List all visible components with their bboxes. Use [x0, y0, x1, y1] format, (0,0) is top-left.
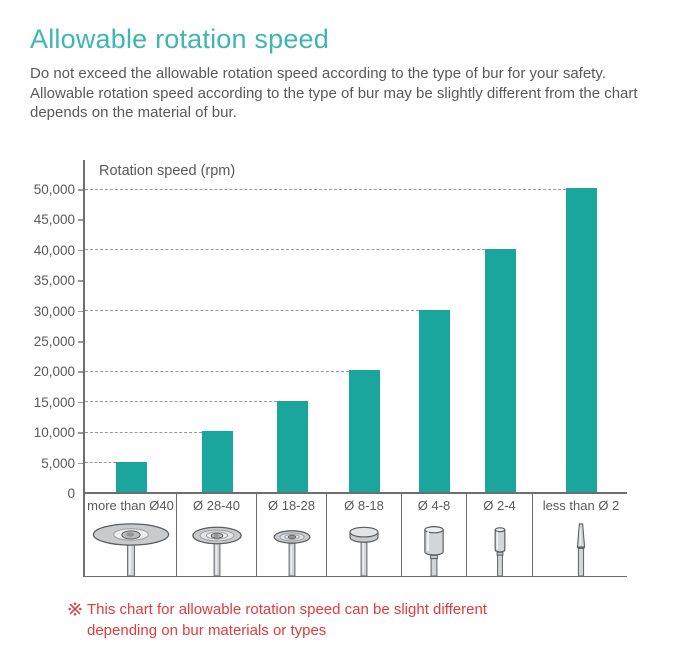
- y-tick-50000: [78, 189, 83, 191]
- gridline-50000: [85, 188, 566, 190]
- y-axis-title: Rotation speed (rpm): [99, 163, 236, 179]
- y-tick-45000: [78, 219, 83, 221]
- category-cell-less-than-o-2: less than Ø 2: [533, 494, 629, 576]
- x-axis-category-band: more than Ø40 Ø 28-40 Ø 18-28 Ø 8-18 Ø 4…: [83, 494, 627, 577]
- disc-medium-bur-icon: [191, 526, 242, 576]
- cylinder-bur-icon: [424, 526, 444, 576]
- y-tick-5000: [78, 462, 83, 465]
- category-label-o-28-40: Ø 28-40: [193, 498, 240, 513]
- y-tick-25000: [78, 341, 83, 343]
- category-label-o-2-4: Ø 2-4: [483, 498, 516, 513]
- y-tick-label-25000: 25,000: [33, 334, 75, 349]
- category-label-o-8-18: Ø 8-18: [344, 498, 384, 513]
- y-tick-15000: [78, 401, 83, 404]
- y-tick-label-35000: 35,000: [33, 273, 75, 289]
- cylinder-small-bur-icon: [494, 527, 505, 576]
- y-tick-label-10000: 10,000: [33, 425, 75, 441]
- bar-o-2-4: [484, 248, 516, 492]
- y-tick-label-15000: 15,000: [33, 394, 75, 410]
- category-label-o-18-28: Ø 18-28: [268, 498, 315, 513]
- gridline-10000: [85, 431, 202, 433]
- page-description: Do not exceed the allowable rotation spe…: [30, 65, 638, 121]
- gridline-15000: [85, 401, 277, 403]
- footnote-text: This chart for allowable rotation speed …: [87, 601, 487, 639]
- plot-area: Rotation speed (rpm): [78, 160, 627, 494]
- bar-more-than-o40: [115, 461, 147, 492]
- category-cell-o-8-18: Ø 8-18: [327, 494, 402, 576]
- bar-o-8-18: [349, 370, 380, 492]
- bar-o-4-8: [419, 309, 450, 492]
- y-tick-label-20000: 20,000: [33, 364, 75, 380]
- y-tick-label-40000: 40,000: [33, 242, 75, 258]
- gridline-40000: [85, 249, 485, 251]
- wheel-bur-icon: [349, 526, 379, 576]
- category-label-o-4-8: Ø 4-8: [417, 498, 451, 513]
- y-tick-label-30000: 30,000: [33, 303, 75, 319]
- gridline-30000: [85, 310, 419, 312]
- y-tick-label-45000: 45,000: [33, 212, 75, 228]
- y-tick-40000: [78, 249, 83, 252]
- rotation-speed-chart: Rotation speed (rpm) 0 5,000 10,000 15,000 2…: [0, 150, 700, 580]
- category-cell-o-18-28: Ø 18-28: [257, 494, 327, 576]
- y-tick-label-0: 0: [67, 486, 75, 501]
- bar-o-28-40: [201, 431, 233, 492]
- category-cell-more-than-o40: more than Ø40: [85, 494, 177, 576]
- bar-o-18-28: [276, 400, 308, 492]
- category-cell-o-4-8: Ø 4-8: [402, 494, 467, 576]
- taper-bur-icon: [576, 523, 586, 576]
- y-tick-30000: [78, 310, 83, 313]
- y-tick-label-50000: 50,000: [33, 182, 75, 197]
- disc-large-bur-icon: [92, 523, 169, 576]
- disc-small-bur-icon: [273, 530, 310, 576]
- y-tick-20000: [78, 371, 83, 373]
- category-cell-o-2-4: Ø 2-4: [467, 494, 533, 576]
- gridline-5000: [85, 462, 116, 464]
- y-tick-10000: [78, 432, 83, 434]
- category-cell-o-28-40: Ø 28-40: [177, 494, 257, 576]
- bar-less-than-o-2: [565, 188, 597, 492]
- y-tick-35000: [78, 280, 83, 282]
- y-tick-label-5000: 5,000: [41, 455, 75, 471]
- category-label-more-than-o40: more than Ø40: [87, 498, 174, 513]
- reference-mark-icon: [68, 602, 82, 616]
- footnote: This chart for allowable rotation speed …: [68, 599, 547, 641]
- category-label-less-than-o-2: less than Ø 2: [542, 498, 620, 513]
- page-title: Allowable rotation speed: [30, 24, 329, 54]
- gridline-20000: [85, 370, 349, 372]
